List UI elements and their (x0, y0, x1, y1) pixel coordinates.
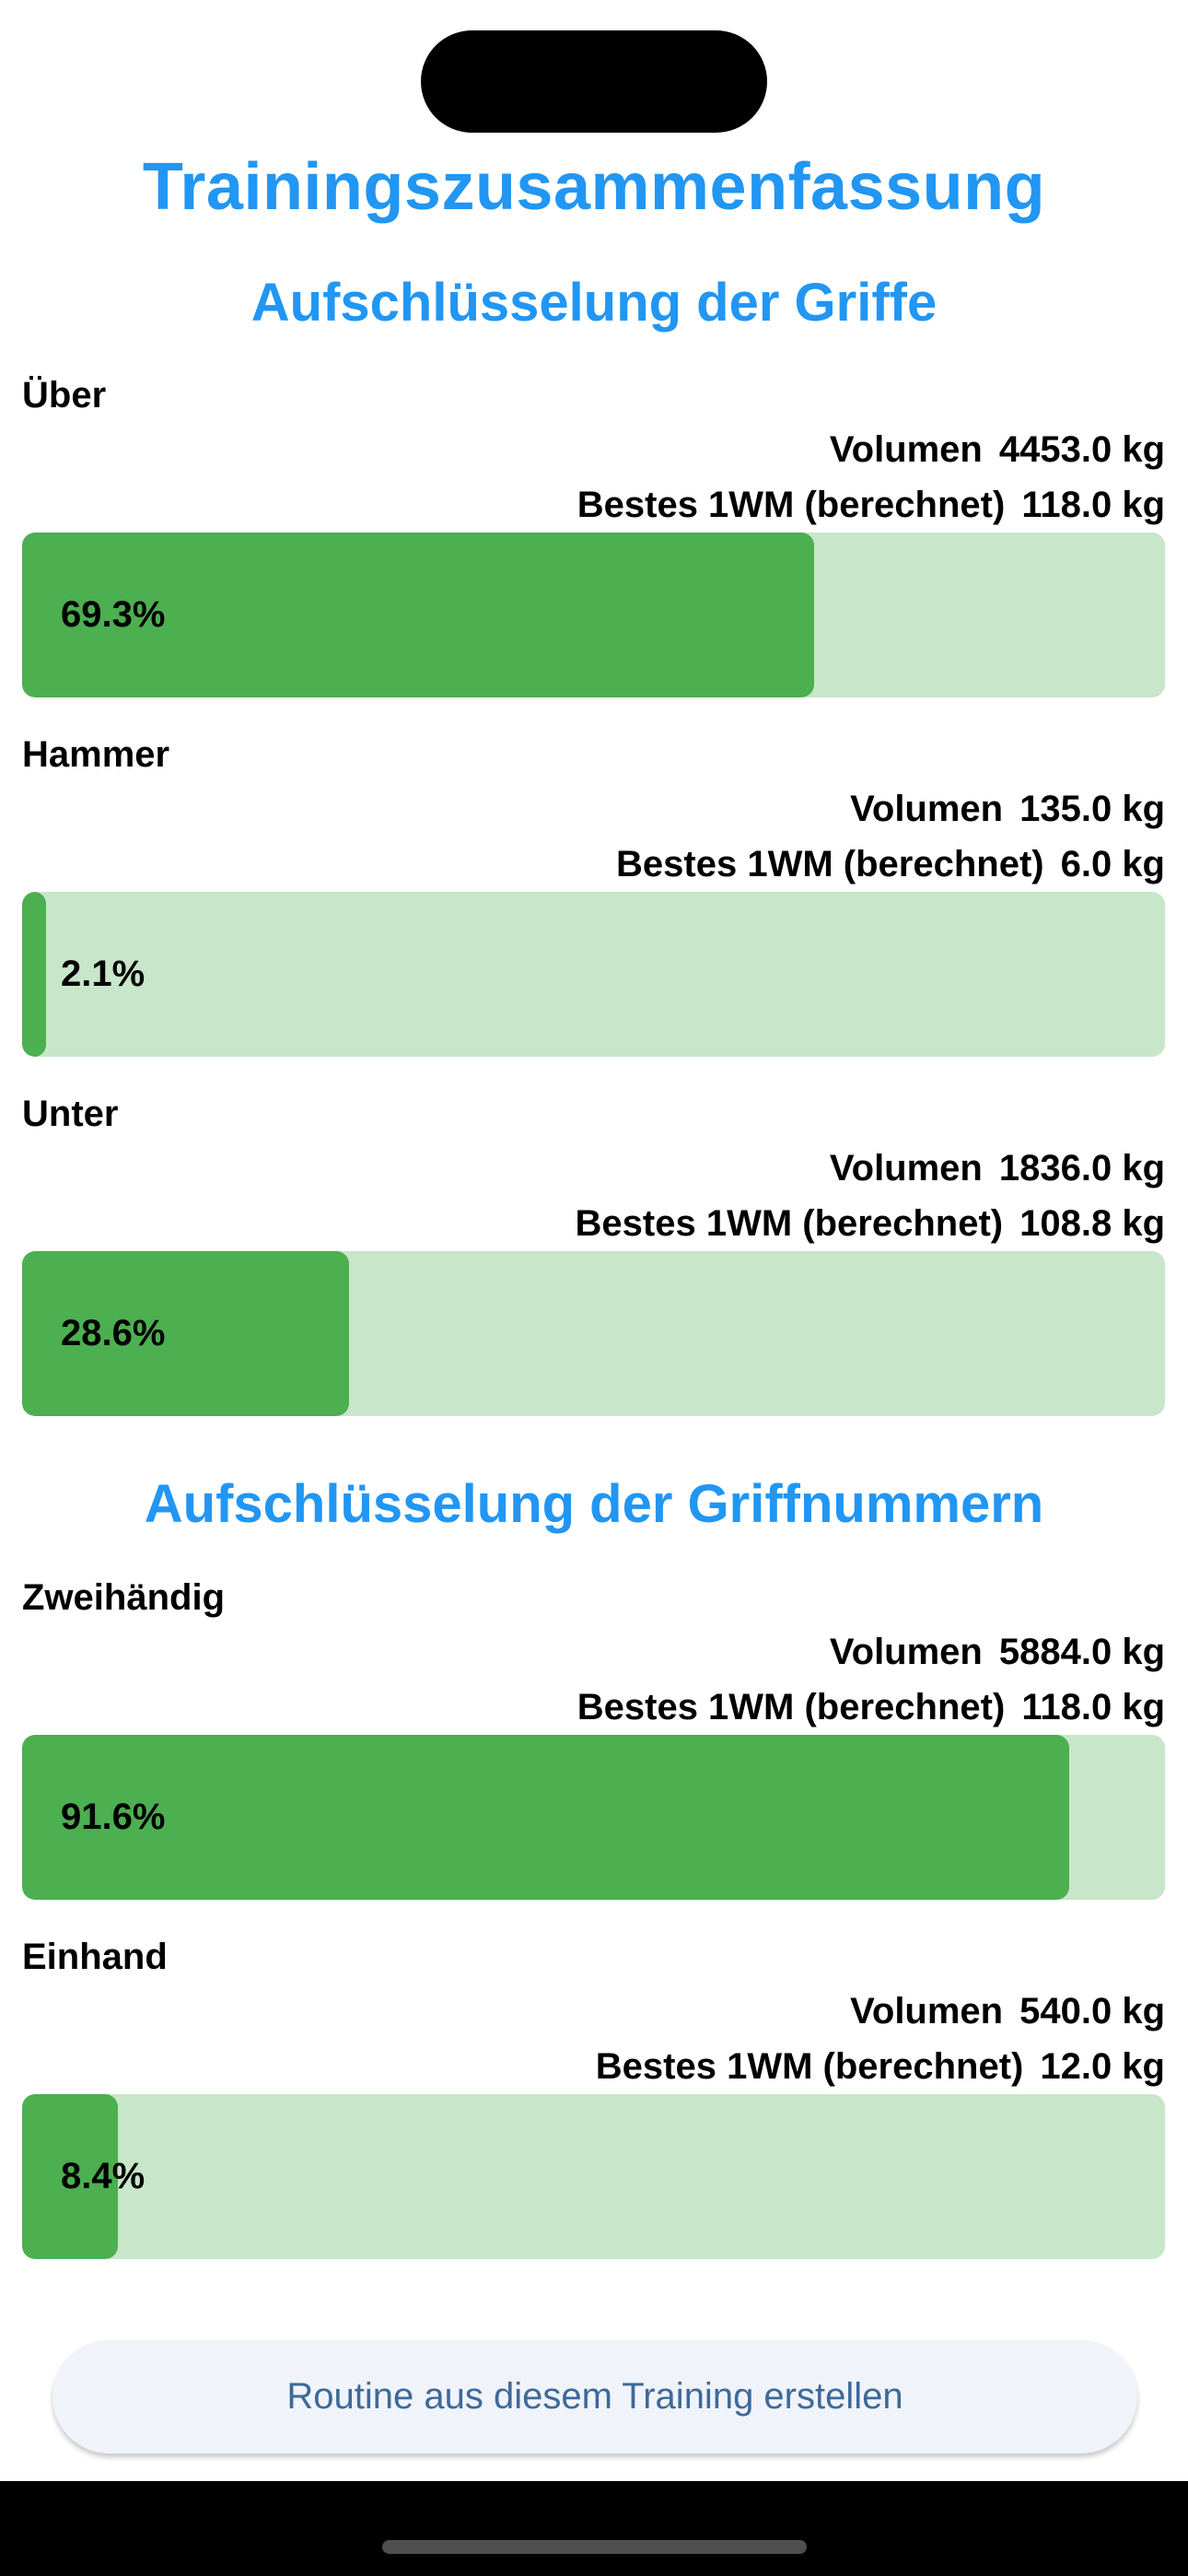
grip-label: Zweihändig (22, 1577, 225, 1618)
grip-label: Einhand (22, 1937, 168, 1977)
one-rep-max-row: Bestes 1WM (berechnet) 118.0 kg (577, 1685, 1165, 1729)
bottom-bar (0, 2481, 1188, 2576)
volume-label: Volumen (850, 789, 1004, 829)
volume-value: 5884.0 kg (998, 1632, 1165, 1672)
progress-bar: 69.3% (22, 533, 1165, 697)
percent-label: 8.4% (61, 2156, 146, 2196)
volume-label: Volumen (829, 1148, 983, 1188)
percent-label: 2.1% (61, 954, 146, 994)
progress-bar-fill (22, 2094, 119, 2259)
one-rep-max-label: Bestes 1WM (berechnet) (577, 485, 1006, 525)
progress-bar: 28.6% (22, 1251, 1165, 1416)
percent-label: 28.6% (61, 1313, 166, 1353)
grip-label: Über (22, 375, 107, 416)
grip-label: Hammer (22, 734, 170, 775)
volume-row: Volumen 5884.0 kg (830, 1630, 1165, 1674)
one-rep-max-value: 118.0 kg (1021, 485, 1165, 525)
one-rep-max-label: Bestes 1WM (berechnet) (575, 1203, 1004, 1244)
section-heading-grip-count: Aufschlüsselung der Griffnummern (144, 1474, 1044, 1534)
percent-label: 69.3% (61, 594, 166, 635)
volume-label: Volumen (829, 1632, 983, 1672)
volume-row: Volumen 4453.0 kg (830, 427, 1165, 472)
progress-bar-fill (22, 892, 47, 1057)
page-title: Trainingszusammenfassung (142, 150, 1046, 224)
progress-bar-fill (22, 533, 814, 697)
one-rep-max-value: 6.0 kg (1060, 844, 1165, 884)
progress-bar: 2.1% (22, 892, 1165, 1057)
one-rep-max-row: Bestes 1WM (berechnet) 6.0 kg (616, 842, 1165, 886)
one-rep-max-row: Bestes 1WM (berechnet) 108.8 kg (576, 1201, 1165, 1246)
one-rep-max-row: Bestes 1WM (berechnet) 12.0 kg (596, 2044, 1165, 2089)
dynamic-island (421, 30, 767, 133)
one-rep-max-value: 118.0 kg (1021, 1687, 1165, 1727)
volume-value: 1836.0 kg (998, 1148, 1165, 1188)
one-rep-max-value: 12.0 kg (1040, 2046, 1165, 2087)
volume-row: Volumen 1836.0 kg (830, 1146, 1165, 1190)
create-routine-button[interactable]: Routine aus diesem Training erstellen (52, 2340, 1137, 2453)
progress-bar: 91.6% (22, 1735, 1165, 1900)
one-rep-max-row: Bestes 1WM (berechnet) 118.0 kg (577, 483, 1165, 527)
one-rep-max-value: 108.8 kg (1019, 1203, 1165, 1244)
volume-label: Volumen (850, 1991, 1004, 2032)
progress-bar-fill (22, 1735, 1069, 1900)
volume-value: 135.0 kg (1019, 789, 1165, 829)
one-rep-max-label: Bestes 1WM (berechnet) (595, 2046, 1024, 2087)
volume-label: Volumen (829, 429, 983, 470)
volume-value: 540.0 kg (1019, 1991, 1165, 2032)
progress-bar: 8.4% (22, 2094, 1165, 2259)
volume-row: Volumen 540.0 kg (850, 1989, 1165, 2033)
volume-row: Volumen 135.0 kg (850, 787, 1165, 831)
progress-bar-fill (22, 1251, 349, 1416)
section-heading-grips: Aufschlüsselung der Griffe (250, 273, 938, 333)
volume-value: 4453.0 kg (998, 429, 1165, 470)
one-rep-max-label: Bestes 1WM (berechnet) (616, 844, 1044, 884)
home-indicator[interactable] (382, 2540, 807, 2554)
percent-label: 91.6% (61, 1797, 166, 1837)
grip-label: Unter (22, 1094, 119, 1134)
one-rep-max-label: Bestes 1WM (berechnet) (577, 1687, 1006, 1727)
